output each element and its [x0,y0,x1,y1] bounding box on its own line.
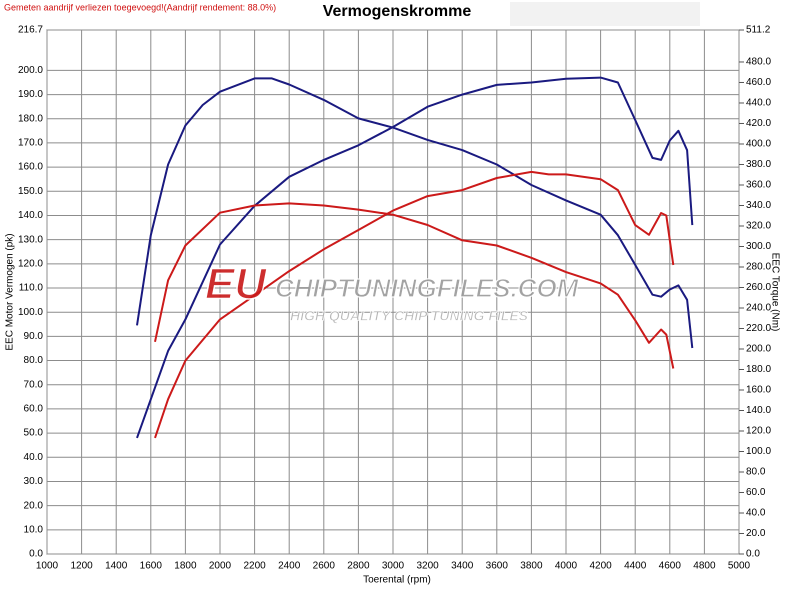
y-tick-label: 110.0 [19,283,44,294]
y2-tick-label: 460.0 [746,77,771,88]
y-tick-label: 60.0 [24,404,44,415]
header-note: Gemeten aandrijf verliezen toegevoegd!(A… [4,2,276,12]
y2-tick-label: 20.0 [746,528,766,539]
y2-tick-label: 511.2 [746,25,771,36]
x-tick-label: 5000 [728,561,751,572]
x-tick-label: 4000 [555,561,578,572]
y2-tick-label: 120.0 [746,426,771,437]
watermark-tagline: HIGH QUALITY CHIP TUNING FILES [290,308,529,324]
x-tick-label: 1600 [140,561,163,572]
y-tick-label: 216.7 [18,25,43,36]
y-tick-label: 40.0 [24,452,44,463]
y2-tick-label: 140.0 [746,405,771,416]
y-tick-label: 150.0 [18,186,43,197]
y-axis-title: EEC Motor Vermogen (pk) [5,233,16,350]
x-tick-label: 4800 [693,561,716,572]
y-tick-label: 200.0 [18,65,43,76]
watermark-site: CHIPTUNINGFILES.COM [275,273,580,303]
y2-tick-label: 320.0 [746,221,771,232]
y-tick-label: 30.0 [24,476,44,487]
y2-tick-label: 220.0 [746,323,771,334]
y2-axis-title: EEC Torque (Nm) [769,253,780,332]
x-tick-label: 4400 [624,561,647,572]
y2-tick-label: 360.0 [746,180,771,191]
y2-tick-label: 400.0 [746,139,771,150]
series-line [154,170,675,439]
y2-tick-label: 340.0 [746,200,771,211]
y-tick-label: 120.0 [18,258,43,269]
x-tick-label: 1800 [174,561,197,572]
y2-tick-label: 480.0 [746,57,771,68]
y-tick-label: 90.0 [24,331,44,342]
x-tick-label: 3400 [451,561,474,572]
y2-tick-label: 40.0 [746,508,766,519]
series-line [136,77,694,349]
y-tick-label: 100.0 [18,307,43,318]
y-tick-label: 80.0 [24,355,44,366]
y-tick-label: 160.0 [18,162,43,173]
x-tick-label: 4600 [659,561,682,572]
x-tick-label: 1400 [105,561,128,572]
y2-tick-label: 260.0 [746,282,771,293]
y-tick-label: 20.0 [24,500,44,511]
y-tick-label: 170.0 [18,138,43,149]
x-tick-label: 1200 [70,561,93,572]
x-tick-label: 3800 [520,561,543,572]
x-tick-label: 3000 [382,561,405,572]
y2-tick-label: 420.0 [746,118,771,129]
y-tick-label: 10.0 [24,524,44,535]
y2-tick-label: 440.0 [746,98,771,109]
y-tick-label: 50.0 [24,428,44,439]
x-axis-title: Toerental (rpm) [363,575,431,586]
y-tick-label: 70.0 [24,379,44,390]
y2-tick-label: 160.0 [746,385,771,396]
chart-title: Vermogenskromme [323,3,472,20]
header-box [510,2,700,26]
watermark-brand: EU [205,260,267,309]
y-tick-label: 190.0 [18,89,43,100]
y2-tick-label: 380.0 [746,159,771,170]
y2-tick-label: 200.0 [746,344,771,355]
grid [46,29,744,555]
watermark: EU CHIPTUNINGFILES.COM HIGH QUALITY CHIP… [204,259,580,324]
y2-tick-label: 300.0 [746,241,771,252]
x-tick-label: 3200 [416,561,439,572]
y2-tick-label: 180.0 [746,364,771,375]
x-tick-label: 2600 [313,561,336,572]
x-tick-label: 2200 [243,561,266,572]
y2-tick-label: 80.0 [746,467,766,478]
x-tick-label: 2400 [278,561,301,572]
y-tick-label: 140.0 [18,210,43,221]
y2-tick-label: 240.0 [746,303,771,314]
x-tick-label: 2800 [347,561,370,572]
x-tick-label: 2000 [209,561,232,572]
x-tick-label: 4200 [589,561,612,572]
y2-tick-label: 280.0 [746,262,771,273]
y-tick-label: 0.0 [29,549,43,560]
y-tick-label: 180.0 [18,113,43,124]
series-line [154,202,675,369]
x-tick-label: 1000 [36,561,59,572]
y2-tick-label: 100.0 [746,446,771,457]
y2-tick-label: 60.0 [746,487,766,498]
lines [136,76,694,439]
y-tick-label: 130.0 [18,234,43,245]
series-line [136,76,694,439]
y2-tick-label: 0.0 [746,549,760,560]
x-tick-label: 3600 [486,561,509,572]
